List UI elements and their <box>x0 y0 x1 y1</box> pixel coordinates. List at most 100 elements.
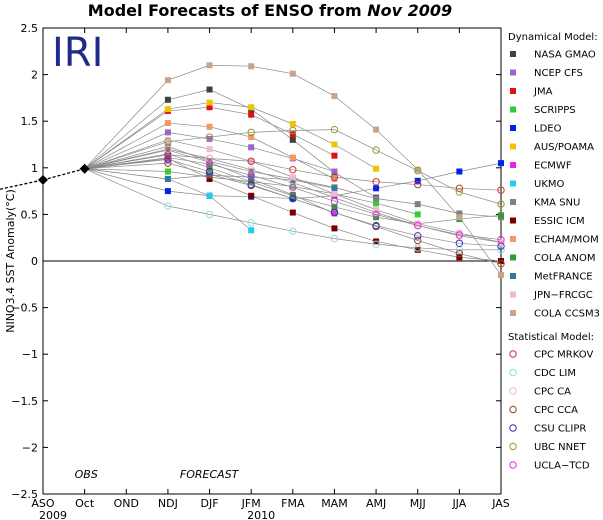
data-point-square <box>289 120 296 127</box>
x-tick-label: JAS <box>491 497 510 510</box>
data-point-square <box>164 168 171 175</box>
legend-label: ECMWF <box>534 161 572 172</box>
data-point-circle <box>414 232 422 240</box>
data-point-square <box>456 210 463 217</box>
data-point-square <box>164 136 171 143</box>
legend-statistical-title: Statistical Model: <box>508 332 594 343</box>
data-point-circle <box>455 188 464 196</box>
data-point-circle <box>330 208 339 217</box>
data-point-circle <box>330 125 339 134</box>
data-point-square <box>331 175 338 182</box>
data-point-circle <box>289 183 297 192</box>
data-point-circle <box>372 221 380 230</box>
x-tick-label: AMJ <box>366 497 386 510</box>
data-point-circle <box>372 210 380 219</box>
data-point-square <box>289 209 296 216</box>
series-line-3 <box>84 168 418 215</box>
legend-label: MetFRANCE <box>534 272 593 283</box>
data-point-circle <box>455 249 464 258</box>
data-point-circle <box>205 133 214 141</box>
data-point-square <box>498 271 504 278</box>
data-point-square <box>331 210 338 217</box>
data-point-square <box>331 190 338 197</box>
data-point-square <box>164 120 171 127</box>
data-point-square <box>289 183 296 190</box>
series-line-12 <box>84 168 335 189</box>
legend-label: COLA ANOM <box>534 253 596 264</box>
data-point-square <box>414 211 421 218</box>
legend-marker <box>509 442 517 451</box>
data-point-square <box>164 155 171 162</box>
y-tick-label: −0.5 <box>11 302 38 315</box>
legend-label: UCLA−TCD <box>534 461 590 472</box>
legend-label: JMA <box>533 87 553 98</box>
data-point-square <box>206 146 213 153</box>
data-point-square <box>456 254 463 261</box>
series-line-14 <box>84 64 502 276</box>
chart-title-date: Nov 2009 <box>367 1 452 20</box>
data-point-square <box>248 168 255 175</box>
legend-marker <box>510 217 516 224</box>
data-point-square <box>248 111 255 118</box>
legend-label: CDC LIM <box>534 368 576 379</box>
data-point-square <box>164 77 171 84</box>
legend-dynamical-title: Dynamical Model: <box>508 32 598 43</box>
data-point-circle <box>164 159 172 167</box>
data-point-square <box>373 200 380 207</box>
plot-area: 2.5 2 1.5 1 0.5 0 −0.5 −1 −1.5 −2 −2.5 NINO3.4 SST … <box>0 22 510 520</box>
legend-label: CPC MRKOV <box>534 350 593 361</box>
data-point-square <box>498 160 504 167</box>
data-point-square <box>248 104 255 111</box>
data-point-square <box>206 175 213 182</box>
legend-label: COLA CCSM3 <box>534 309 600 320</box>
legend-label: UKMO <box>534 179 565 190</box>
legend-marker <box>510 310 516 316</box>
data-point-circle <box>247 219 255 227</box>
data-point-circle <box>372 178 380 186</box>
x-tick-label: Oct <box>75 497 95 510</box>
series-line-10 <box>84 122 335 180</box>
data-point-square <box>164 106 171 113</box>
data-point-circle <box>289 165 297 174</box>
legend-marker <box>509 350 517 358</box>
year-label: 2010 <box>247 509 275 520</box>
legend-label: UBC NNET <box>534 442 586 453</box>
legend-marker <box>510 254 516 261</box>
data-point-square <box>456 214 463 221</box>
legend-label: KMA SNU <box>534 198 580 209</box>
data-point-square <box>331 152 338 159</box>
legend-label: JPN−FRCGC <box>533 290 593 301</box>
data-point-square <box>414 177 421 184</box>
data-point-square <box>206 135 213 142</box>
data-point-circle <box>205 167 214 176</box>
legend-marker <box>510 236 516 242</box>
data-point-square <box>248 227 255 234</box>
data-point-square <box>289 174 296 181</box>
legend-marker <box>510 199 516 205</box>
series-line-21 <box>84 157 502 240</box>
data-point-circle <box>247 157 255 165</box>
data-point-circle <box>455 239 464 247</box>
data-point-circle <box>330 193 339 202</box>
data-point-square <box>414 220 421 227</box>
data-point-square <box>373 195 380 202</box>
legend-label: CPC CCA <box>534 405 578 416</box>
legend-marker <box>510 88 516 94</box>
series-line-15 <box>84 154 502 191</box>
x-tick-label: ASO <box>31 497 55 510</box>
data-point-square <box>331 185 338 192</box>
y-tick-label: 1 <box>31 162 38 175</box>
y-tick-label: 0 <box>31 255 38 268</box>
y-tick-label: 1.5 <box>21 115 39 128</box>
legend-marker <box>509 387 517 395</box>
data-point-circle <box>330 173 339 181</box>
data-point-square <box>248 192 255 199</box>
data-point-circle <box>455 231 464 239</box>
y-tick-label: −2 <box>22 441 38 454</box>
legend-label: NASA GMAO <box>534 50 596 61</box>
data-point-square <box>498 212 504 219</box>
data-point-circle <box>414 221 422 230</box>
series-line-1 <box>84 132 335 172</box>
legend-label: SCRIPPS <box>534 105 576 116</box>
data-point-square <box>206 164 213 171</box>
